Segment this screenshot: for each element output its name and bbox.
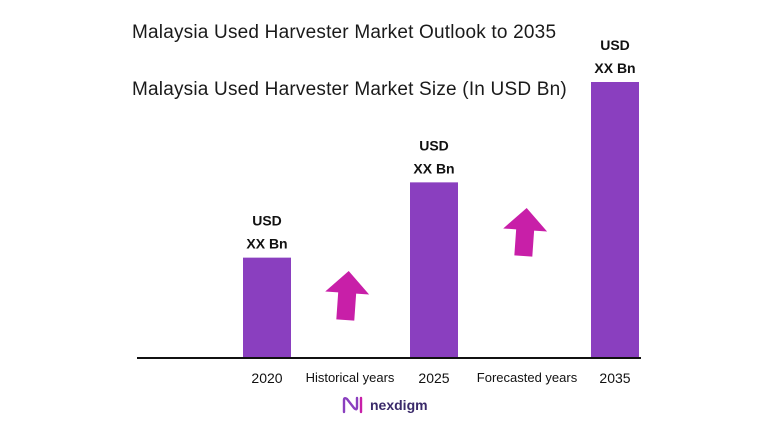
brand-logo: nexdigm xyxy=(342,396,428,414)
period-label-2: Forecasted years xyxy=(477,370,578,385)
value-label-2035-line1: USD xyxy=(600,37,630,53)
value-label-2025-line1: USD xyxy=(419,137,449,153)
value-label-2035-line2: XX Bn xyxy=(594,60,635,76)
x-tick-label-2020: 2020 xyxy=(251,370,282,386)
chart-subtitle: Malaysia Used Harvester Market Size (In … xyxy=(132,79,567,100)
value-label-2025-line2: XX Bn xyxy=(413,160,454,176)
growth-arrow-icon-2 xyxy=(503,208,548,257)
x-tick-label-2035: 2035 xyxy=(599,370,630,386)
nexdigm-logo-icon xyxy=(342,396,363,414)
bar-2020 xyxy=(243,257,291,358)
bar-2025 xyxy=(410,182,458,358)
brand-name: nexdigm xyxy=(370,397,428,413)
arrows-group xyxy=(325,208,548,321)
x-tick-label-2025: 2025 xyxy=(418,370,449,386)
bar-2035 xyxy=(591,82,639,358)
value-label-2020-line2: XX Bn xyxy=(246,236,287,252)
chart-title: Malaysia Used Harvester Market Outlook t… xyxy=(132,22,557,43)
x-labels-group: 2020 2025 2035 Historical years Forecasted y… xyxy=(251,370,630,386)
period-label-1: Historical years xyxy=(306,370,395,385)
value-label-2020-line1: USD xyxy=(252,213,282,229)
bars-group: USD XX Bn USD XX Bn USD XX Bn xyxy=(243,37,639,358)
growth-arrow-icon-1 xyxy=(325,271,370,321)
